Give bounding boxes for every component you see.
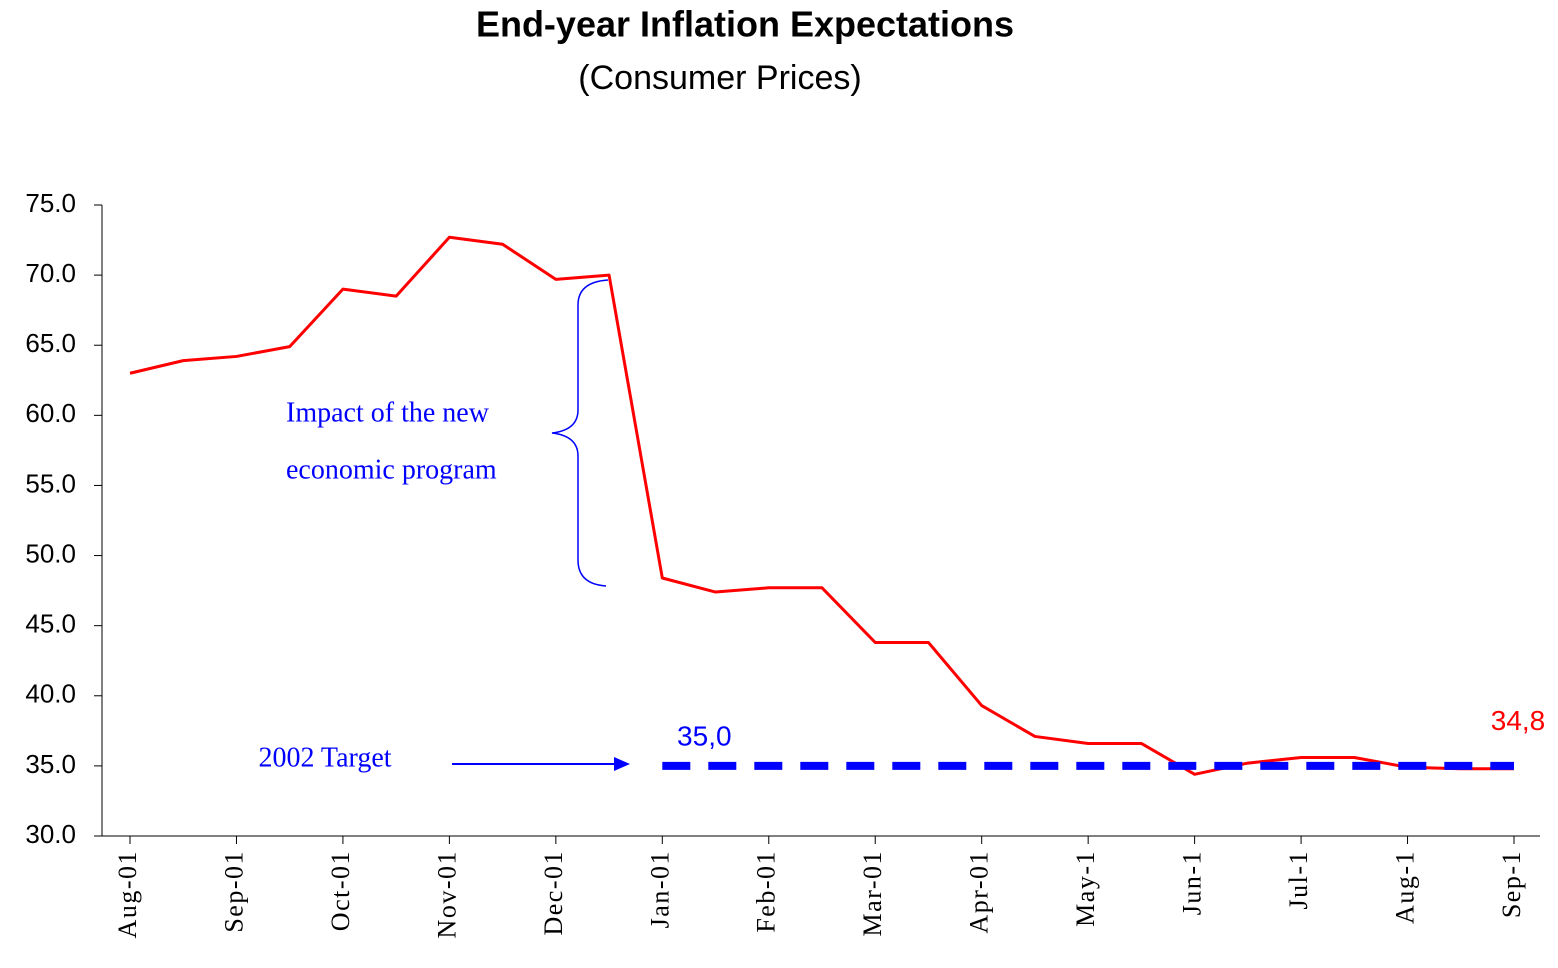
y-tick-label: 55.0 [25,468,76,498]
x-tick-label: Feb-01 [752,850,781,933]
y-tick-label: 45.0 [25,609,76,639]
x-tick-label: Oct-01 [326,850,355,931]
series-line [129,235,1514,776]
arrow-head [614,757,630,771]
annotation: economic program [286,454,497,485]
x-tick-label: Dec-01 [539,850,568,936]
x-tick-label: Apr-01 [965,850,994,934]
chart-subtitle: (Consumer Prices) [578,59,861,97]
x-tick-label: Jul-1 [1284,850,1313,910]
y-tick-label: 70.0 [25,258,76,288]
x-tick-label: Aug-1 [1391,850,1420,924]
annotation: Impact of the new [286,397,490,428]
x-tick-label: Jan-01 [645,850,674,928]
x-tick-label: Nov-01 [432,850,461,938]
x-tick-label: Mar-01 [858,850,887,936]
x-tick-label: Sep-1 [1497,850,1526,918]
x-tick-label: Jun-1 [1178,850,1207,915]
y-tick-label: 60.0 [25,398,76,428]
y-tick-label: 35.0 [25,749,76,779]
y-tick-label: 40.0 [25,679,76,709]
y-tick-label: 30.0 [25,819,76,849]
annotation: 2002 Target [258,742,391,773]
x-tick-label: May-1 [1071,850,1100,927]
data-label: 35,0 [677,720,732,751]
brace [551,279,609,587]
x-tick-label: Aug-01 [113,850,142,938]
x-tick-label: Sep-01 [219,850,248,933]
data-label: 34,8 [1491,705,1546,736]
chart-title: End-year Inflation Expectations [476,4,1014,45]
y-tick-label: 75.0 [25,188,76,218]
y-tick-label: 50.0 [25,538,76,568]
y-tick-label: 65.0 [25,328,76,358]
